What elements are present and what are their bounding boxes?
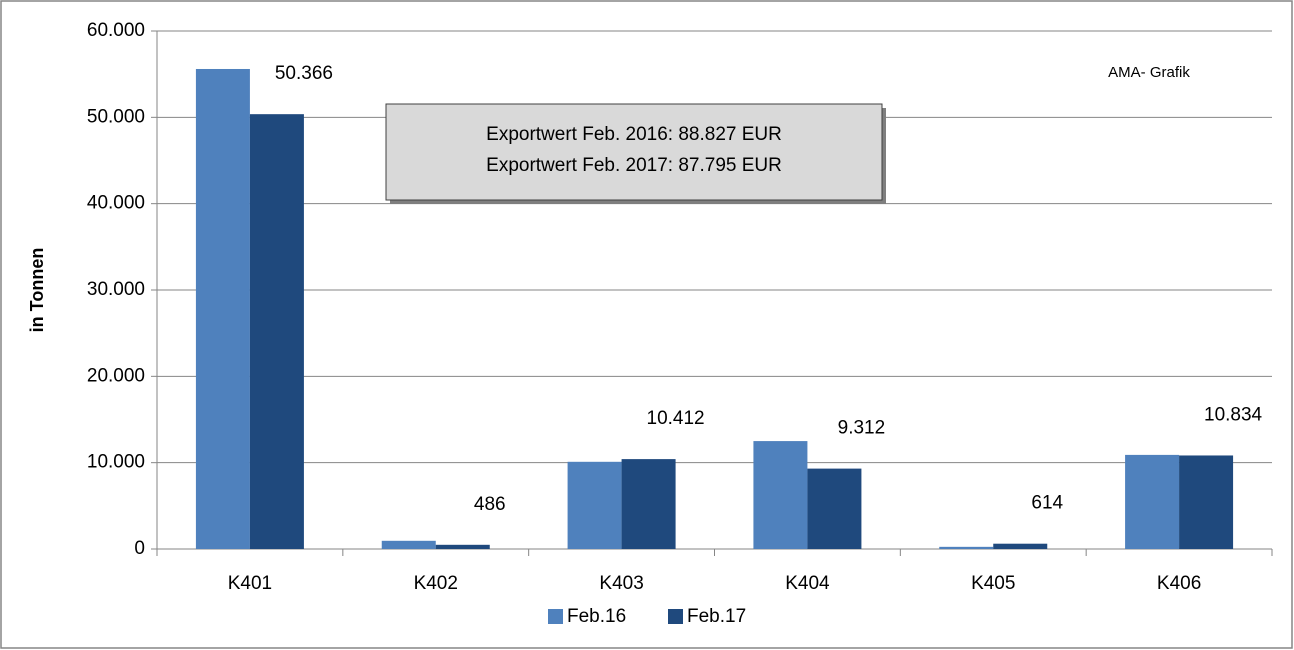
data-label: 50.366 xyxy=(275,63,333,84)
bar xyxy=(621,459,676,549)
bar xyxy=(567,461,622,549)
bar xyxy=(381,540,436,549)
bar xyxy=(435,544,490,549)
y-tick-label: 30.000 xyxy=(87,279,145,300)
data-label: 614 xyxy=(1031,493,1063,514)
bar xyxy=(753,441,808,549)
source-note: AMA- Grafik xyxy=(1108,64,1190,81)
x-tick-label: K405 xyxy=(971,573,1015,594)
y-tick-label: 50.000 xyxy=(87,106,145,127)
bar xyxy=(993,543,1048,549)
bar xyxy=(1125,454,1180,549)
y-tick-label: 10.000 xyxy=(87,452,145,473)
legend-swatch xyxy=(668,609,683,624)
data-label: 10.412 xyxy=(647,408,705,429)
bar xyxy=(195,68,250,549)
data-label: 9.312 xyxy=(838,418,886,439)
x-tick-label: K402 xyxy=(414,573,458,594)
bar xyxy=(807,468,862,549)
bar xyxy=(249,114,304,550)
x-tick-label: K406 xyxy=(1157,573,1201,594)
legend-swatch xyxy=(548,609,563,624)
annotation-line: Exportwert Feb. 2017: 87.795 EUR xyxy=(486,155,782,176)
y-axis-label: in Tonnen xyxy=(27,248,47,333)
y-tick-label: 60.000 xyxy=(87,20,145,41)
legend-label: Feb.17 xyxy=(687,606,746,627)
x-tick-label: K404 xyxy=(785,573,830,594)
x-tick-label: K403 xyxy=(599,573,643,594)
legend-label: Feb.16 xyxy=(567,606,626,627)
y-tick-label: 20.000 xyxy=(87,365,145,386)
x-tick-label: K401 xyxy=(228,573,272,594)
bar xyxy=(1179,455,1234,549)
bar xyxy=(939,546,994,549)
data-label: 10.834 xyxy=(1204,404,1263,425)
y-tick-label: 0 xyxy=(134,538,145,559)
annotation-line: Exportwert Feb. 2016: 88.827 EUR xyxy=(486,124,782,145)
y-tick-label: 40.000 xyxy=(87,193,145,214)
data-label: 486 xyxy=(474,494,506,515)
annotation-box xyxy=(385,103,883,201)
